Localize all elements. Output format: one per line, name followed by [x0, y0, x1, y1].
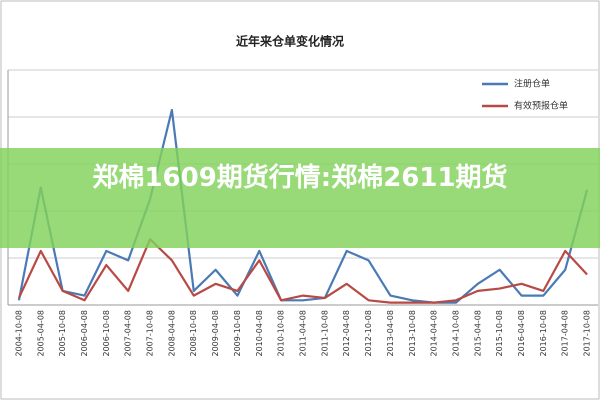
banner-title: 郑棉1609期货行情:郑棉2611期货 [92, 163, 508, 193]
x-tick-label: 2007-04-08 [124, 310, 133, 357]
x-tick-label: 2014-04-08 [430, 310, 439, 357]
x-tick-label: 2013-04-08 [386, 310, 395, 357]
x-tick-label: 2016-04-08 [517, 310, 526, 357]
x-tick-label: 2013-10-08 [408, 310, 417, 357]
x-tick-label: 2012-04-08 [342, 310, 351, 357]
legend-label: 有效预报仓单 [514, 100, 568, 112]
x-tick-label: 2016-10-08 [539, 310, 548, 357]
x-tick-label: 2012-10-08 [364, 310, 373, 357]
x-tick-label: 2004-10-08 [14, 310, 23, 357]
chart-title: 近年来仓单变化情况 [236, 34, 344, 49]
x-tick-label: 2005-10-08 [58, 310, 67, 357]
x-tick-label: 2008-10-08 [189, 310, 198, 357]
x-tick-label: 2014-10-08 [451, 310, 460, 357]
x-tick-label: 2009-04-08 [211, 310, 220, 357]
legend-label: 注册仓单 [514, 78, 550, 90]
x-tick-label: 2017-10-08 [583, 310, 592, 357]
x-tick-label: 2008-04-08 [167, 310, 176, 357]
x-tick-label: 2011-10-08 [320, 310, 329, 357]
x-tick-label: 2005-04-08 [36, 310, 45, 357]
x-tick-label: 2010-10-08 [277, 310, 286, 357]
series-line [17, 238, 588, 304]
series-line [17, 108, 589, 304]
x-tick-label: 2009-10-08 [233, 310, 242, 357]
x-tick-label: 2017-04-08 [561, 310, 570, 357]
x-tick-label: 2015-04-08 [473, 310, 482, 357]
x-tick-label: 2006-10-08 [102, 310, 111, 357]
banner [0, 148, 600, 248]
x-tick-label: 2007-10-08 [146, 310, 155, 357]
x-tick-label: 2015-10-08 [495, 310, 504, 357]
x-tick-label: 2010-04-08 [255, 310, 264, 357]
x-tick-label: 2011-04-08 [299, 310, 308, 357]
x-tick-label: 2006-04-08 [80, 310, 89, 357]
